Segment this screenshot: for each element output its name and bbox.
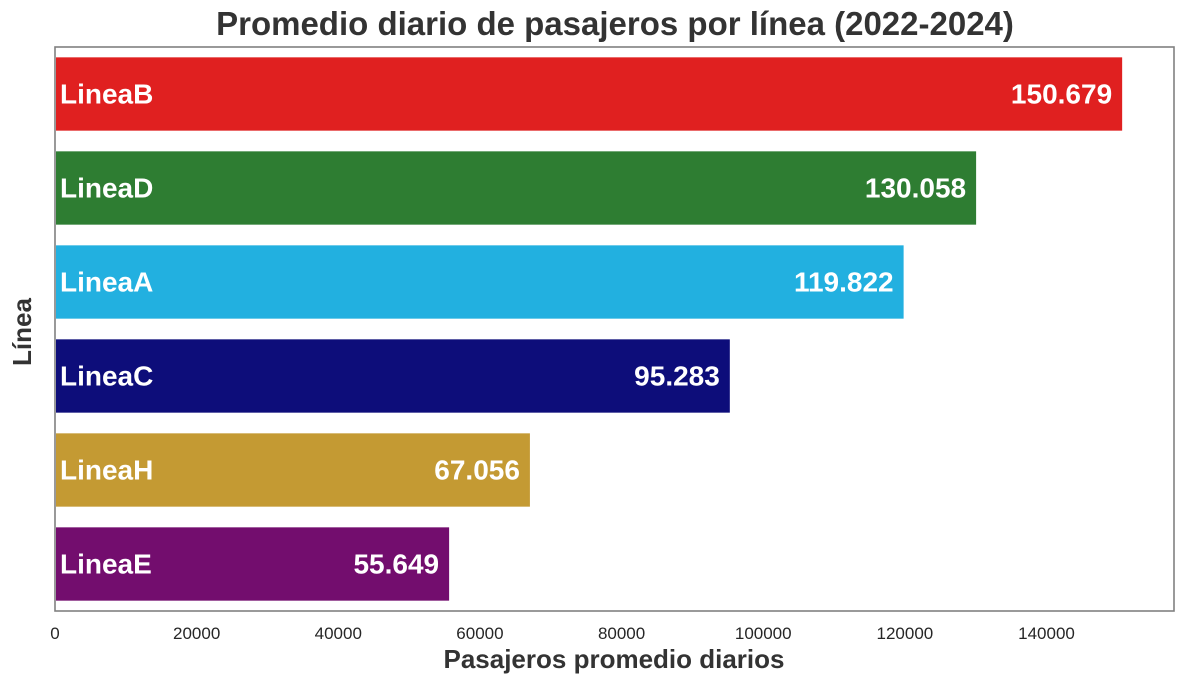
bar-LineaD [56,151,977,225]
bar-value-label: 55.649 [353,549,439,580]
bar-category-label: LineaE [60,549,152,580]
bar-value-label: 150.679 [1011,79,1112,110]
bar-category-label: LineaA [60,267,153,298]
bar-category-label: LineaC [60,361,153,392]
x-tick-label: 100000 [735,624,792,643]
x-axis-label: Pasajeros promedio diarios [443,644,784,674]
x-tick-label: 140000 [1018,624,1075,643]
x-ticks-group: 0 20000 40000 60000 80000 100000 120000 140000 [50,624,1075,643]
bar-LineaA [56,245,904,319]
bar-value-label: 67.056 [434,455,520,486]
y-axis-label: Línea [7,298,37,366]
bar-category-label: LineaH [60,455,153,486]
bar-category-label: LineaD [60,173,153,204]
plot-frame [54,46,1175,612]
x-tick-label: 40000 [315,624,362,643]
bar-value-label: 119.822 [794,267,894,298]
bar-value-label: 95.283 [634,361,720,392]
bar-LineaC [56,339,730,413]
x-tick-label: 60000 [456,624,503,643]
bar-LineaH [56,433,530,507]
bar-value-label: 130.058 [865,173,966,204]
chart-title: Promedio diario de pasajeros por línea (… [216,5,1014,42]
x-tick-label: 0 [50,624,59,643]
x-tick-label: 80000 [598,624,645,643]
bar-LineaB [56,57,1123,131]
bar-LineaE [56,527,450,601]
bars-group: LineaB 150.679 LineaD 130.058 LineaA 119.822 L… [56,57,1123,601]
x-tick-label: 20000 [173,624,220,643]
bar-category-label: LineaB [60,79,153,110]
x-tick-label: 120000 [877,624,934,643]
